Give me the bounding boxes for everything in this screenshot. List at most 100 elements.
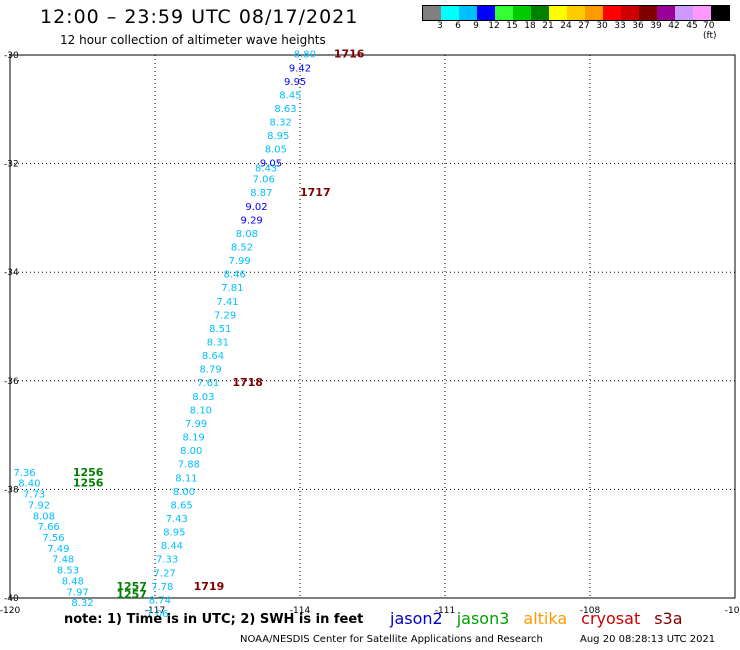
satellite-legend-item: jason3	[456, 609, 510, 628]
x-tick-label: -108	[580, 606, 601, 616]
swh-data-point: 8.43	[255, 164, 277, 175]
colorbar-swatch	[693, 6, 711, 20]
swh-data-point: 7.33	[156, 555, 178, 566]
colorbar-swatch	[603, 6, 621, 20]
colorbar-swatch	[513, 6, 531, 20]
colorbar-swatch	[567, 6, 585, 20]
swh-data-point: 8.80	[294, 50, 316, 61]
note-text: note: 1) Time is in UTC; 2) SWH is in fe…	[64, 612, 364, 627]
swh-data-point: 8.65	[170, 500, 192, 511]
colorbar-label: 30	[596, 21, 608, 31]
colorbar-swatch	[675, 6, 693, 20]
x-tick-label: -114	[290, 606, 311, 616]
swh-data-point: 7.99	[228, 256, 250, 267]
swh-data-point: 7.81	[221, 283, 243, 294]
swh-data-point: 8.10	[190, 405, 212, 416]
colorbar-label: 3	[437, 21, 443, 31]
swh-data-point: 8.48	[62, 576, 84, 587]
swh-data-point: 8.19	[183, 433, 205, 444]
generated-timestamp: Aug 20 08:28:13 UTC 2021	[580, 634, 716, 645]
colorbar-label: 18	[524, 21, 536, 31]
swh-data-point: 8.51	[209, 324, 231, 335]
satellite-legend-item: altika	[523, 609, 568, 628]
colorbar-swatch	[441, 6, 459, 20]
colorbar-label: 24	[560, 21, 572, 31]
credit-text: NOAA/NESDIS Center for Satellite Applica…	[240, 634, 543, 645]
swh-data-point: 8.00	[173, 487, 195, 498]
satellite-legend-item: s3a	[654, 609, 683, 628]
y-tick-label: -40	[4, 594, 19, 604]
colorbar-label: 9	[473, 21, 479, 31]
swh-data-point: 8.74	[149, 595, 171, 606]
colorbar	[422, 5, 730, 21]
time-label: 1718	[232, 376, 263, 389]
colorbar-swatch	[477, 6, 495, 20]
swh-data-point: 9.29	[241, 215, 263, 226]
swh-data-point: 8.00	[180, 446, 202, 457]
swh-data-point: 7.06	[253, 175, 275, 186]
swh-data-point: 7.78	[151, 582, 173, 593]
swh-data-point: 7.29	[214, 310, 236, 321]
colorbar-swatch	[459, 6, 477, 20]
y-tick-label: -36	[4, 377, 19, 387]
swh-data-point: 8.11	[175, 473, 197, 484]
swh-data-point: 7.99	[185, 419, 207, 430]
plot-frame	[9, 54, 736, 599]
colorbar-swatch	[549, 6, 567, 20]
swh-data-point: 8.87	[250, 188, 272, 199]
swh-data-point: 7.27	[154, 568, 176, 579]
colorbar-label: 27	[578, 21, 590, 31]
colorbar-label: 39	[650, 21, 662, 31]
swh-data-point: 7.97	[67, 587, 89, 598]
x-tick-label: -117	[145, 606, 165, 616]
swh-data-point: 7.41	[216, 297, 238, 308]
colorbar-label: 12	[488, 21, 500, 31]
colorbar-label: 6	[455, 21, 461, 31]
colorbar-label: 33	[614, 21, 626, 31]
colorbar-swatch	[423, 6, 441, 20]
swh-data-point: 8.40	[18, 479, 40, 490]
time-label: 1257	[116, 580, 147, 593]
swh-data-point: 7.88	[178, 460, 200, 471]
chart-title: 12:00 – 23:59 UTC 08/17/2021	[40, 6, 359, 28]
swh-data-point: 7.49	[47, 544, 69, 555]
swh-data-point: 8.64	[202, 351, 224, 362]
swh-data-point: 7.43	[166, 514, 188, 525]
time-label: 1256	[73, 477, 104, 490]
colorbar-swatch	[531, 6, 549, 20]
y-tick-label: -38	[4, 485, 19, 495]
y-tick-label: -34	[4, 268, 19, 278]
swh-data-point: 8.05	[265, 145, 287, 156]
swh-data-point: 7.06	[146, 609, 168, 620]
swh-data-point: 7.56	[42, 533, 64, 544]
colorbar-label: 36	[632, 21, 644, 31]
x-tick-label: -105	[725, 606, 740, 616]
colorbar-swatch	[621, 6, 639, 20]
swh-data-point: 8.46	[224, 270, 246, 281]
swh-data-point: 8.32	[71, 598, 93, 609]
swh-data-point: 8.32	[270, 118, 292, 129]
colorbar-swatch	[495, 6, 513, 20]
swh-data-point: 8.08	[33, 511, 55, 522]
colorbar-label: 21	[542, 21, 554, 31]
satellite-legend-item: jason2	[390, 609, 443, 628]
swh-data-point: 8.53	[57, 566, 79, 577]
swh-data-point: 8.45	[279, 90, 301, 101]
swh-data-point: 7.61	[197, 378, 219, 389]
swh-data-point: 8.63	[274, 104, 296, 115]
y-tick-label: -32	[4, 160, 19, 170]
swh-data-point: 7.73	[23, 490, 45, 501]
y-tick-label: -30	[4, 51, 19, 61]
swh-data-point: 9.95	[284, 77, 306, 88]
time-label: 1256	[73, 466, 104, 479]
swh-data-point: 7.48	[52, 555, 74, 566]
time-label: 1719	[194, 580, 225, 593]
colorbar-label: 45	[686, 21, 698, 31]
swh-data-point: 8.79	[199, 365, 221, 376]
swh-data-point: 8.31	[207, 338, 229, 349]
colorbar-swatch	[657, 6, 675, 20]
swh-data-point: 7.36	[13, 468, 35, 479]
colorbar-swatch	[585, 6, 603, 20]
x-tick-label: -120	[0, 606, 20, 616]
